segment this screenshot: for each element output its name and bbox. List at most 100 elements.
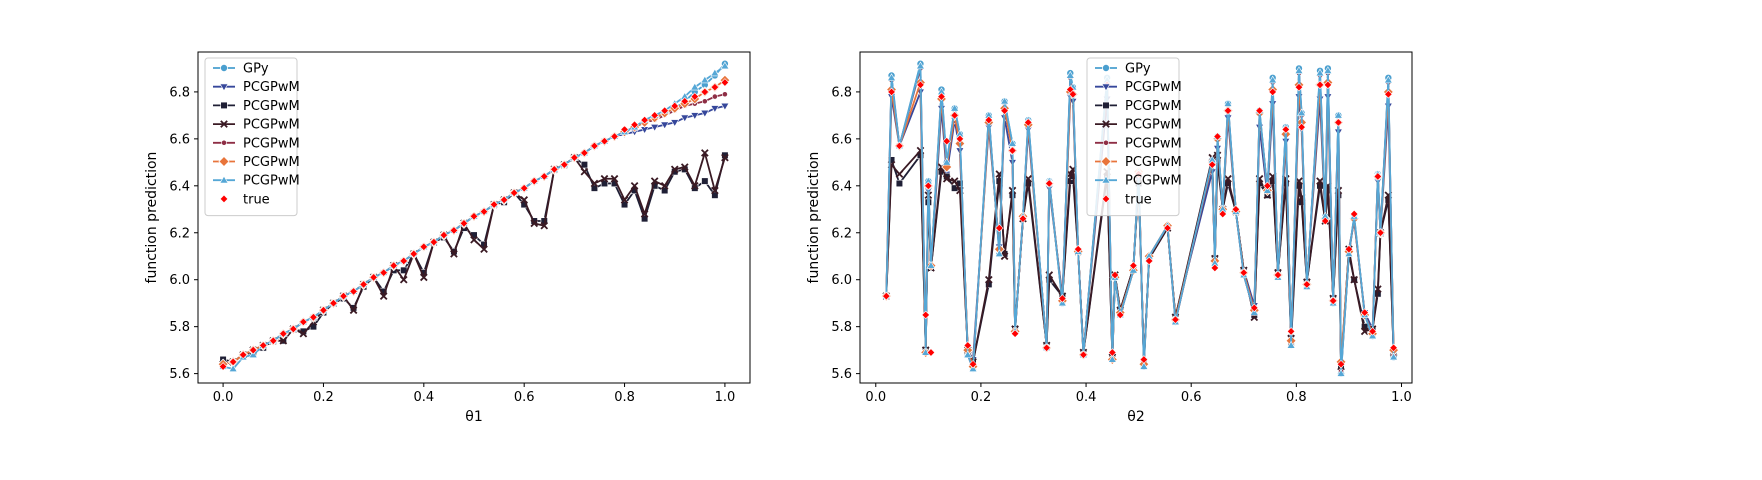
data-point <box>580 167 589 176</box>
left-panel: θ1 function prediction 0.0 0.2 0.4 0.6 0.8 1.… <box>144 51 751 425</box>
data-point <box>269 336 278 345</box>
data-point <box>710 105 720 113</box>
x-tick-label: 0.0 <box>865 390 886 405</box>
data-point <box>640 115 649 125</box>
data-point <box>1073 244 1083 254</box>
data-point <box>540 221 549 230</box>
data-point <box>1360 308 1369 317</box>
legend-label: true <box>1125 192 1152 207</box>
data-point <box>218 362 228 371</box>
data-point <box>942 174 951 183</box>
y-tick-label: 6.8 <box>831 85 852 100</box>
data-point <box>1065 70 1075 79</box>
data-point <box>895 170 904 178</box>
data-point <box>690 82 700 91</box>
data-point <box>1116 310 1125 320</box>
data-point <box>279 329 288 338</box>
data-point <box>459 219 469 228</box>
x-tick-label: 0.2 <box>971 390 992 405</box>
data-point <box>429 237 439 247</box>
data-point <box>1239 268 1248 277</box>
data-point <box>630 181 639 190</box>
legend-label: PCGPwM <box>243 118 300 133</box>
data-point <box>610 132 619 141</box>
data-point <box>680 163 689 171</box>
data-point <box>519 183 529 193</box>
data-point <box>1139 355 1149 364</box>
legend-marker <box>1102 120 1110 128</box>
data-point <box>329 298 338 308</box>
data-point <box>379 292 388 300</box>
data-point <box>942 157 952 166</box>
data-point <box>690 181 699 190</box>
legend-label: PCGPwM <box>243 80 300 95</box>
data-point <box>650 111 659 120</box>
data-point <box>721 153 729 162</box>
legend-label: true <box>243 192 270 207</box>
x-tick-label: 0.8 <box>1286 390 1307 405</box>
legend-marker <box>218 155 230 168</box>
legend-marker <box>219 64 228 73</box>
data-point <box>600 136 609 146</box>
data-point <box>1368 327 1377 336</box>
data-point <box>710 82 720 92</box>
legend-marker <box>1101 83 1111 92</box>
right-panel: θ2 function prediction 0.0 0.2 0.4 0.6 0.8 1.… <box>806 51 1413 425</box>
data-point <box>580 161 588 169</box>
data-point <box>520 196 529 204</box>
data-point <box>1333 110 1343 119</box>
data-point <box>670 119 680 128</box>
data-point <box>1000 252 1009 261</box>
data-point <box>720 78 730 87</box>
data-point <box>339 291 348 301</box>
data-point <box>319 306 328 315</box>
y-tick-label: 6.2 <box>831 226 852 241</box>
data-point <box>1024 118 1033 127</box>
legend-label: PCGPwM <box>1125 118 1182 133</box>
data-point <box>1000 96 1010 105</box>
data-point <box>1350 275 1359 284</box>
data-point <box>963 350 973 358</box>
data-point <box>1321 216 1330 226</box>
data-point <box>1058 294 1067 303</box>
legend-marker <box>1101 194 1111 204</box>
y-tick-label: 6.2 <box>169 226 190 241</box>
data-point <box>711 93 718 100</box>
data-point <box>700 149 709 157</box>
data-point <box>720 102 730 111</box>
data-point <box>915 61 925 70</box>
data-point <box>1373 285 1382 293</box>
data-point <box>950 111 959 120</box>
data-point <box>480 245 488 254</box>
data-point <box>641 215 649 223</box>
legend-label: PCGPwM <box>1125 136 1182 151</box>
data-point <box>299 329 308 338</box>
legend-box <box>1086 57 1180 217</box>
data-point <box>955 134 965 144</box>
y-tick-label: 6.6 <box>169 132 190 147</box>
data-point <box>926 348 936 357</box>
x-axis-label: θ1 <box>465 409 482 425</box>
data-point <box>399 256 408 266</box>
data-point <box>700 87 710 97</box>
y-tick-label: 5.8 <box>831 320 852 335</box>
data-point <box>1316 177 1324 185</box>
data-point <box>409 249 419 259</box>
data-point <box>1210 263 1220 273</box>
data-point <box>670 101 679 111</box>
data-point <box>1231 205 1241 214</box>
data-point <box>701 98 708 105</box>
data-point <box>489 200 499 209</box>
series-layer <box>217 59 731 373</box>
data-point <box>720 61 730 70</box>
data-point <box>359 280 368 289</box>
data-point <box>700 75 710 84</box>
data-point <box>259 341 268 350</box>
data-point <box>1286 340 1296 349</box>
data-point <box>722 91 728 98</box>
data-point <box>1018 214 1028 223</box>
legend-marker <box>220 101 228 109</box>
data-point <box>1349 209 1359 219</box>
data-point <box>1315 80 1325 90</box>
data-point <box>1315 68 1325 77</box>
